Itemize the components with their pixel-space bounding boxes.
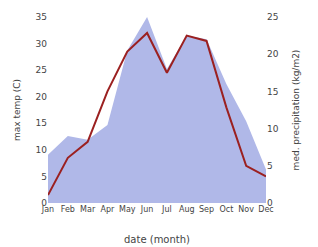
svg-text:0: 0 (41, 198, 47, 208)
svg-text:Mar: Mar (80, 205, 96, 214)
svg-text:0: 0 (267, 198, 273, 208)
svg-text:Nov: Nov (238, 205, 254, 214)
svg-text:10: 10 (267, 124, 279, 134)
svg-text:10: 10 (36, 145, 48, 155)
svg-text:Aug: Aug (179, 205, 195, 214)
svg-text:med. precipitation (kg/m2): med. precipitation (kg/m2) (291, 50, 301, 171)
svg-text:Oct: Oct (219, 205, 233, 214)
svg-text:5: 5 (267, 161, 273, 171)
svg-text:Dec: Dec (258, 205, 273, 214)
svg-text:35: 35 (36, 12, 47, 22)
svg-text:20: 20 (267, 49, 279, 59)
svg-text:Jul: Jul (161, 205, 172, 214)
svg-text:Sep: Sep (199, 205, 214, 214)
svg-text:Jan: Jan (41, 205, 54, 214)
svg-text:25: 25 (36, 65, 47, 75)
svg-text:15: 15 (267, 87, 278, 97)
svg-text:5: 5 (41, 172, 47, 182)
svg-text:Jun: Jun (140, 205, 154, 214)
svg-text:Feb: Feb (61, 205, 75, 214)
svg-text:Apr: Apr (101, 205, 116, 214)
svg-text:date (month): date (month) (124, 234, 190, 245)
svg-text:20: 20 (36, 92, 48, 102)
svg-text:30: 30 (36, 39, 48, 49)
svg-text:15: 15 (36, 118, 47, 128)
svg-text:25: 25 (267, 12, 278, 22)
svg-text:max temp (C): max temp (C) (12, 79, 22, 141)
svg-text:May: May (119, 205, 136, 214)
